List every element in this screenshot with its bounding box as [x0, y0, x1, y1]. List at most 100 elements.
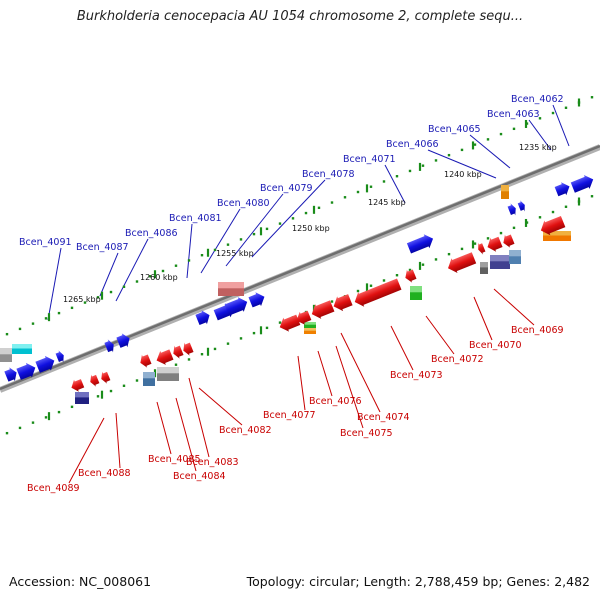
lower-scale-minor-tick	[538, 216, 542, 219]
gene-label: Bcen_4074	[357, 412, 410, 423]
upper-scale-minor-tick	[460, 148, 464, 152]
forward-gene-arrow-shape	[116, 333, 130, 348]
feature-box	[157, 367, 179, 381]
forward-gene-arrow	[4, 367, 17, 382]
upper-scale-minor-tick	[343, 196, 347, 199]
reverse-gene-arrow-shape	[448, 252, 477, 274]
feature-box-highlight	[157, 367, 179, 374]
feature-box-body	[304, 328, 316, 334]
upper-scale-minor-tick	[200, 253, 204, 257]
gene-label: Bcen_4079	[260, 183, 313, 194]
forward-gene-arrow-shape	[570, 175, 594, 193]
feature-box	[490, 255, 510, 269]
label-leader-line	[225, 193, 284, 267]
lower-scale-minor-tick	[278, 321, 282, 324]
lower-scale-minor-tick	[486, 237, 490, 240]
reverse-gene-arrow	[101, 371, 111, 384]
chromosome-backbone-core	[0, 144, 600, 391]
forward-gene-arrow	[35, 355, 55, 373]
feature-box-highlight	[218, 282, 244, 289]
lower-scale-minor-tick	[408, 268, 412, 272]
reverse-gene-arrow	[279, 314, 301, 332]
forward-gene-arrow-shape	[224, 297, 248, 316]
feature-box-highlight	[501, 185, 509, 192]
reverse-gene-arrow	[540, 215, 566, 236]
accession-label: Accession: NC_008061	[9, 574, 152, 589]
upper-scale-minor-tick	[434, 159, 438, 162]
upper-scale-minor-tick	[447, 153, 451, 157]
feature-box	[75, 392, 89, 404]
scale-tick-label: 1240 kbp	[444, 170, 482, 179]
lower-scale-minor-tick	[564, 205, 568, 208]
reverse-gene-arrow	[503, 234, 515, 248]
lower-scale-minor-tick	[590, 195, 594, 198]
gene-label: Bcen_4072	[431, 354, 484, 365]
reverse-gene-arrow-shape	[279, 314, 301, 332]
feature-box	[501, 185, 509, 199]
lower-scale-minor-tick	[96, 395, 100, 398]
lower-scale-minor-tick	[239, 337, 243, 340]
feature-box-highlight	[143, 372, 155, 379]
reverse-gene-arrow	[183, 342, 194, 356]
lower-scale-minor-tick	[122, 384, 126, 387]
gene-label: Bcen_4066	[386, 139, 439, 150]
reverse-gene-arrow	[311, 300, 335, 319]
forward-gene-arrow-shape	[507, 203, 516, 216]
forward-gene-arrow	[104, 339, 114, 353]
upper-scale-minor-tick	[304, 211, 308, 215]
forward-gene-arrow-shape	[195, 310, 210, 326]
lower-scale-minor-tick	[174, 363, 178, 366]
reverse-gene-arrow-shape	[296, 310, 312, 325]
forward-gene-arrow	[570, 175, 594, 193]
forward-gene-arrow	[55, 350, 64, 363]
gene-label: Bcen_4069	[511, 325, 564, 336]
upper-scale-minor-tick	[590, 96, 594, 99]
gene-label: Bcen_4070	[469, 340, 522, 351]
gene-label: Bcen_4073	[390, 370, 443, 381]
lower-scale-minor-tick	[5, 431, 9, 435]
label-leader-line	[335, 345, 364, 429]
label-leader-line	[427, 149, 497, 179]
gene-label: Bcen_4089	[27, 483, 80, 494]
upper-scale-minor-tick	[96, 296, 100, 299]
upper-scale-minor-tick	[174, 264, 178, 267]
lower-scale-minor-tick	[512, 226, 516, 230]
label-leader-line	[188, 377, 210, 458]
forward-gene-arrow-shape	[406, 234, 434, 254]
lower-scale-minor-tick	[330, 300, 334, 303]
lower-scale-minor-tick	[382, 279, 386, 282]
gene-label: Bcen_4082	[219, 425, 272, 436]
forward-gene-arrow-shape	[16, 362, 36, 380]
gene-label: Bcen_4062	[511, 94, 564, 105]
lower-scale-minor-tick	[200, 352, 204, 356]
feature-box	[218, 282, 244, 296]
forward-gene-arrow	[406, 234, 434, 254]
feature-box-highlight	[543, 231, 571, 236]
lower-scale-minor-tick	[135, 379, 139, 382]
label-leader-line	[390, 325, 414, 371]
lower-scale-minor-tick	[70, 405, 74, 409]
reverse-gene-arrow	[333, 294, 353, 312]
upper-scale-minor-tick	[551, 111, 555, 115]
lower-scale-minor-tick	[109, 389, 113, 393]
upper-scale-minor-tick	[18, 327, 22, 331]
label-leader-line	[340, 332, 381, 413]
feature-box	[480, 262, 488, 274]
map-title: Burkholderia cenocepacia AU 1054 chromos…	[76, 9, 524, 24]
feature-box-highlight	[304, 322, 316, 325]
lower-scale-minor-tick	[434, 258, 438, 261]
label-leader-line	[297, 355, 306, 411]
label-leader-line	[317, 350, 333, 397]
upper-scale-minor-tick	[161, 269, 165, 273]
gene-label: Bcen_4083	[186, 457, 239, 468]
lower-scale-minor-tick	[252, 331, 256, 335]
reverse-gene-arrow-shape	[354, 278, 402, 307]
reverse-gene-arrow-shape	[540, 215, 566, 236]
reverse-gene-arrow-shape	[90, 374, 100, 387]
scale-tick-label: 1235 kbp	[519, 143, 557, 152]
feature-box-highlight	[304, 328, 316, 331]
feature-box-highlight	[490, 255, 510, 262]
feature-box-body	[304, 322, 316, 328]
scale-tick-label: 1260 kbp	[140, 273, 178, 282]
feature-box-highlight	[75, 392, 89, 398]
